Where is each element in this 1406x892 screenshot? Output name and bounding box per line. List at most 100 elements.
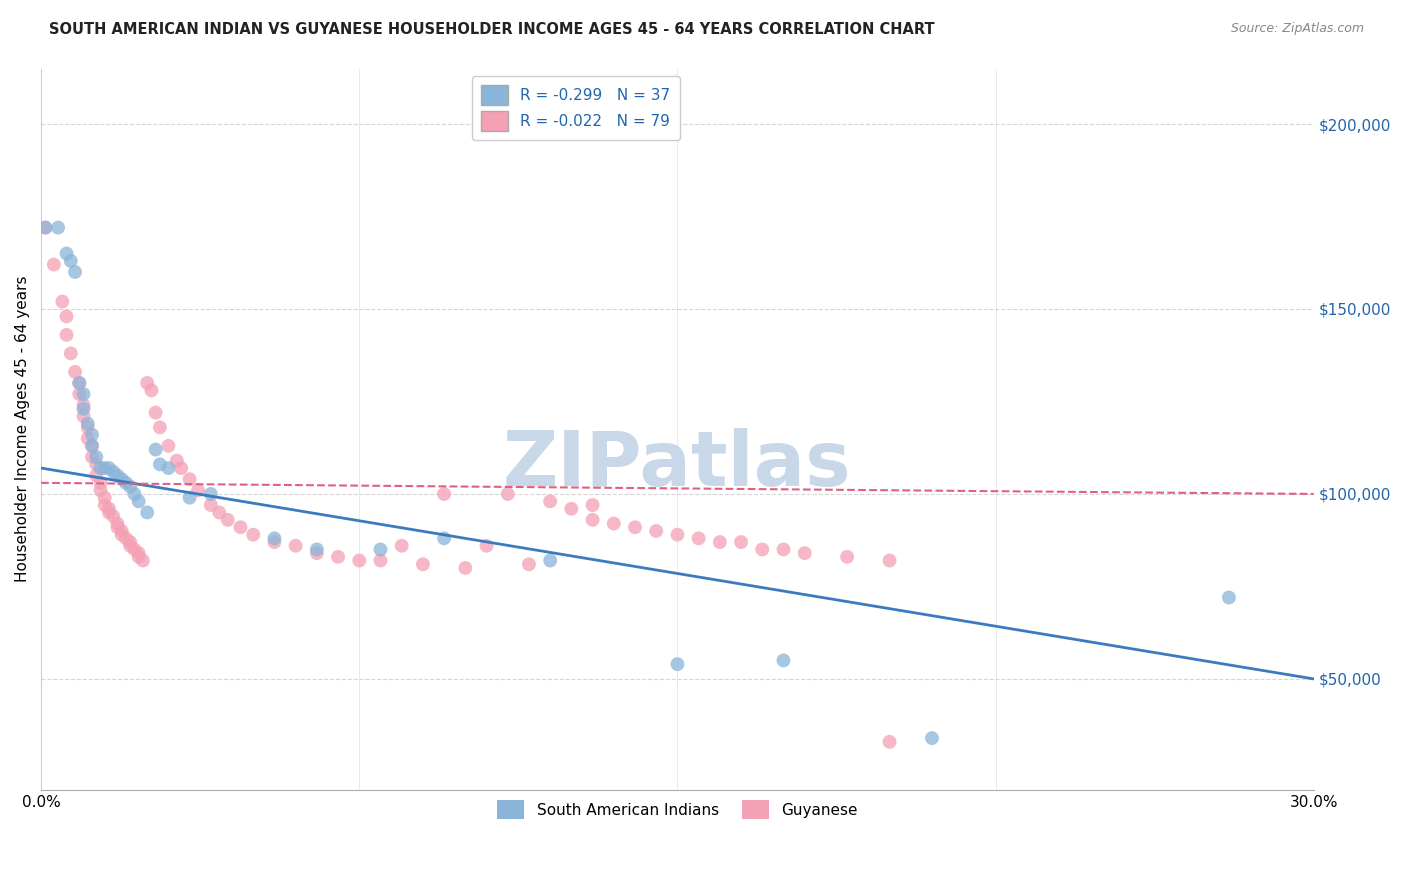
Point xyxy=(55,310,77,324)
Point xyxy=(149,420,172,434)
Point xyxy=(170,461,193,475)
Text: ZIPatlas: ZIPatlas xyxy=(503,428,852,502)
Point xyxy=(72,398,94,412)
Point xyxy=(496,487,519,501)
Point xyxy=(837,549,859,564)
Point xyxy=(115,532,138,546)
Point xyxy=(370,542,392,557)
Point xyxy=(391,539,413,553)
Point xyxy=(581,513,603,527)
Legend: South American Indians, Guyanese: South American Indians, Guyanese xyxy=(491,794,865,826)
Point xyxy=(793,546,815,560)
Point xyxy=(751,542,773,557)
Point xyxy=(229,520,252,534)
Point xyxy=(128,494,150,508)
Point xyxy=(730,535,752,549)
Text: SOUTH AMERICAN INDIAN VS GUYANESE HOUSEHOLDER INCOME AGES 45 - 64 YEARS CORRELAT: SOUTH AMERICAN INDIAN VS GUYANESE HOUSEH… xyxy=(49,22,935,37)
Point xyxy=(93,498,115,512)
Point xyxy=(433,532,456,546)
Point xyxy=(412,558,434,572)
Point xyxy=(76,420,98,434)
Point xyxy=(921,731,943,745)
Point xyxy=(98,461,121,475)
Point xyxy=(305,542,328,557)
Point xyxy=(200,487,222,501)
Point xyxy=(166,453,188,467)
Point xyxy=(84,468,107,483)
Point xyxy=(560,501,582,516)
Point xyxy=(93,461,115,475)
Point xyxy=(666,527,689,541)
Point xyxy=(263,535,285,549)
Point xyxy=(128,549,150,564)
Point xyxy=(67,376,90,390)
Point xyxy=(217,513,239,527)
Point xyxy=(111,472,134,486)
Point xyxy=(111,527,134,541)
Y-axis label: Householder Income Ages 45 - 64 years: Householder Income Ages 45 - 64 years xyxy=(15,276,30,582)
Point xyxy=(581,498,603,512)
Point xyxy=(538,494,561,508)
Point xyxy=(688,532,710,546)
Point xyxy=(63,365,86,379)
Point xyxy=(709,535,731,549)
Point xyxy=(284,539,307,553)
Point xyxy=(76,417,98,431)
Point xyxy=(538,553,561,567)
Point xyxy=(67,387,90,401)
Point xyxy=(89,461,111,475)
Point xyxy=(475,539,498,553)
Point xyxy=(200,498,222,512)
Point xyxy=(157,461,180,475)
Point xyxy=(42,258,65,272)
Point xyxy=(98,501,121,516)
Point xyxy=(645,524,668,538)
Point xyxy=(187,483,209,498)
Point xyxy=(433,487,456,501)
Point xyxy=(326,549,349,564)
Point xyxy=(72,387,94,401)
Point xyxy=(208,505,231,519)
Point xyxy=(80,450,103,464)
Point xyxy=(454,561,477,575)
Point xyxy=(84,450,107,464)
Point xyxy=(242,527,264,541)
Point xyxy=(157,439,180,453)
Point xyxy=(124,487,146,501)
Point xyxy=(72,401,94,416)
Point xyxy=(46,220,69,235)
Point xyxy=(67,376,90,390)
Point xyxy=(80,439,103,453)
Point xyxy=(111,524,134,538)
Point xyxy=(120,479,142,493)
Point xyxy=(107,468,129,483)
Point xyxy=(1218,591,1240,605)
Point xyxy=(128,546,150,560)
Point xyxy=(59,253,82,268)
Point xyxy=(772,542,794,557)
Point xyxy=(772,653,794,667)
Point xyxy=(124,542,146,557)
Point xyxy=(136,505,159,519)
Point xyxy=(51,294,73,309)
Point xyxy=(145,442,167,457)
Point xyxy=(370,553,392,567)
Point xyxy=(136,376,159,390)
Point xyxy=(624,520,647,534)
Point xyxy=(72,409,94,424)
Point xyxy=(34,220,56,235)
Point xyxy=(141,384,163,398)
Point xyxy=(263,532,285,546)
Point xyxy=(107,516,129,531)
Point xyxy=(103,509,125,524)
Point xyxy=(120,539,142,553)
Point xyxy=(76,432,98,446)
Point xyxy=(84,458,107,472)
Point xyxy=(98,505,121,519)
Point xyxy=(63,265,86,279)
Point xyxy=(666,657,689,672)
Point xyxy=(103,465,125,479)
Point xyxy=(107,520,129,534)
Point xyxy=(517,558,540,572)
Point xyxy=(34,220,56,235)
